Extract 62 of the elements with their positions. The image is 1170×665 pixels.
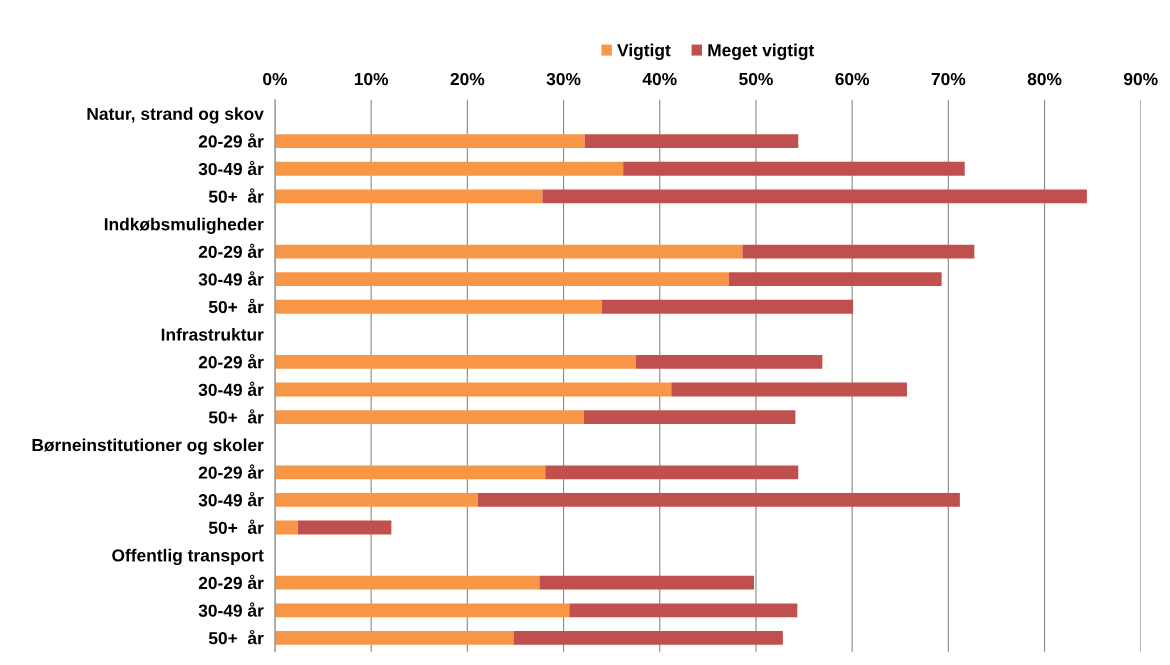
y-tick-label: 30-49 år xyxy=(198,160,264,176)
y-tick-label: 30-49 år xyxy=(198,381,264,397)
bar xyxy=(635,355,823,369)
bar xyxy=(584,134,799,149)
bar xyxy=(274,134,585,149)
bar xyxy=(274,299,603,314)
bar xyxy=(742,244,975,259)
x-tick-label: 60% xyxy=(835,72,870,86)
bar xyxy=(539,575,755,590)
y-tick-label: 50+ år xyxy=(208,188,264,203)
x-tick-label: 40% xyxy=(642,72,677,86)
bar xyxy=(477,493,960,507)
bar xyxy=(274,603,570,618)
bar xyxy=(274,575,540,590)
y-tick-label: Børneinstitutioner og skoler xyxy=(32,438,264,455)
bar xyxy=(569,603,798,618)
y-tick-label: Natur, strand og skov xyxy=(87,107,264,124)
legend-label: Vigtigt xyxy=(617,43,671,60)
y-tick-label: Indkøbsmuligheder xyxy=(104,217,264,234)
x-tick-label: 80% xyxy=(1027,72,1062,86)
y-tick-label: 20-29 år xyxy=(198,353,264,369)
bar xyxy=(298,520,392,535)
y-tick-label: 30-49 år xyxy=(198,271,264,286)
x-tick-label: 10% xyxy=(354,72,389,86)
y-tick-label: 20-29 år xyxy=(198,574,264,590)
bar xyxy=(274,520,299,535)
bar xyxy=(274,355,636,369)
bar xyxy=(274,161,624,176)
y-tick-label: Infrastruktur xyxy=(161,328,264,341)
bar xyxy=(274,410,584,425)
x-tick-label: 70% xyxy=(931,72,966,86)
bar xyxy=(274,465,546,480)
y-tick-label: 20-29 år xyxy=(198,464,264,479)
bar xyxy=(274,272,730,287)
legend-label: Meget vigtigt xyxy=(708,43,815,60)
y-tick-label: 50+ år xyxy=(208,519,264,534)
bar xyxy=(583,410,796,425)
bar xyxy=(602,299,854,314)
y-tick-label: 20-29 år xyxy=(198,243,264,258)
y-tick-label: 20-29 år xyxy=(198,133,264,148)
bar xyxy=(274,382,672,397)
bar xyxy=(513,631,783,645)
y-tick-label: 50+ år xyxy=(208,298,264,314)
y-tick-label: 50+ år xyxy=(208,409,264,424)
x-tick-label: 0% xyxy=(263,72,288,86)
bar xyxy=(274,244,743,259)
bar xyxy=(671,382,907,397)
x-tick-label: 50% xyxy=(739,72,773,86)
bar xyxy=(729,272,942,287)
y-tick-label: 30-49 år xyxy=(198,602,264,617)
bar xyxy=(274,189,543,204)
bar xyxy=(623,161,965,176)
bar xyxy=(542,189,1087,204)
bar xyxy=(274,631,514,645)
x-tick-label: 90% xyxy=(1123,72,1158,86)
x-tick-label: 30% xyxy=(546,72,581,86)
bar xyxy=(274,493,478,507)
x-tick-label: 20% xyxy=(450,72,485,86)
y-tick-label: 30-49 år xyxy=(198,491,264,507)
bar xyxy=(545,465,799,480)
y-tick-label: 50+ år xyxy=(208,629,264,645)
y-tick-label: Offentlig transport xyxy=(112,548,264,566)
